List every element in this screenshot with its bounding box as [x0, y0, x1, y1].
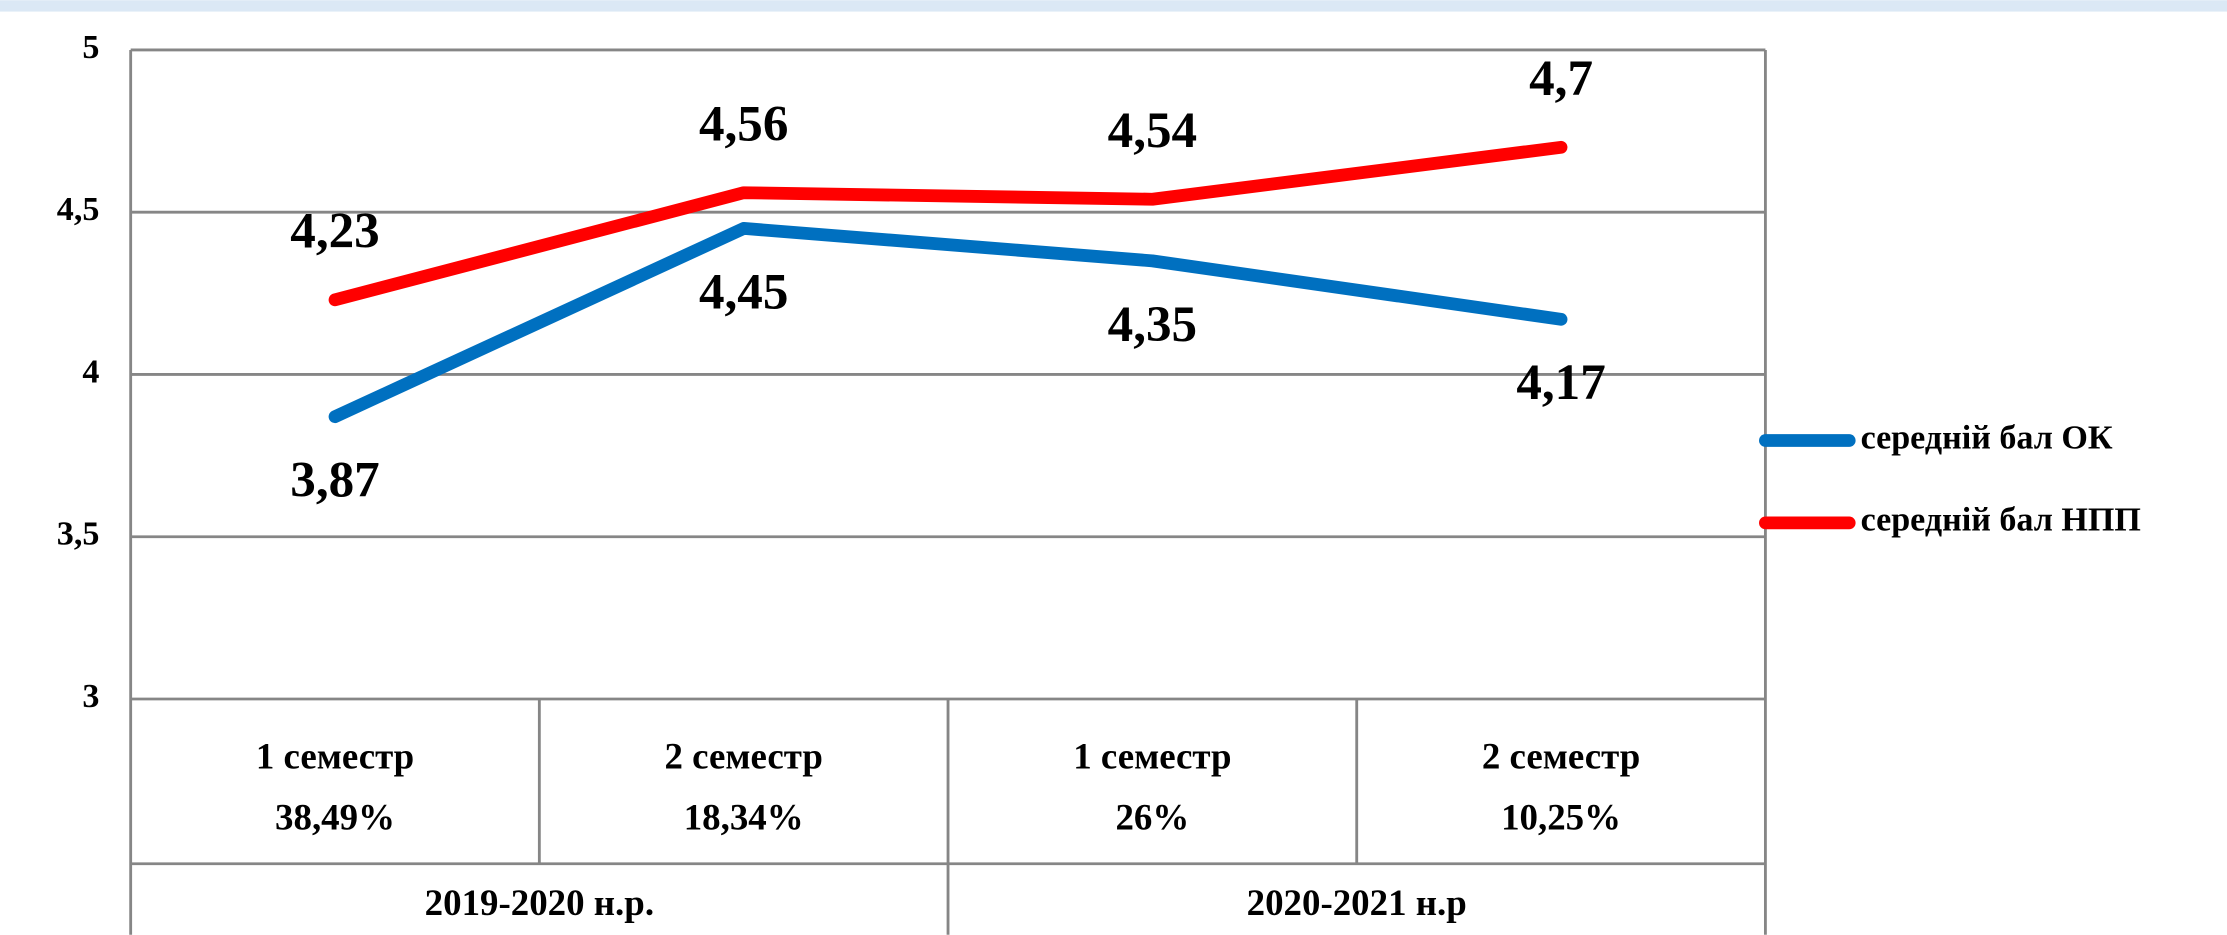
data-label: 4,7 [1529, 50, 1593, 107]
x-tick-label: 38,49% [275, 797, 395, 838]
group-label: 2019-2020 н.р. [425, 882, 654, 923]
x-tick-label: 1 семестр [256, 736, 414, 777]
x-tick-label: 1 семестр [1073, 736, 1231, 777]
data-label: 4,23 [290, 203, 379, 260]
series-line [328, 140, 1568, 307]
legend-label: середній бал НПП [1861, 502, 2141, 539]
x-tick-label: 18,34% [684, 797, 804, 838]
data-label: 3,87 [290, 452, 379, 509]
y-tick-label: 3 [82, 678, 99, 715]
data-label: 4,45 [699, 263, 788, 320]
x-tick-label: 2 семестр [1482, 736, 1640, 777]
y-tick-label: 5 [82, 29, 99, 66]
data-label: 4,35 [1108, 296, 1197, 353]
data-label: 4,56 [699, 96, 788, 153]
y-tick-label: 4,5 [57, 191, 100, 228]
series-line [328, 222, 1568, 424]
x-tick-label: 26% [1115, 797, 1189, 838]
top-strip [0, 0, 2227, 12]
x-tick-label: 2 семестр [665, 736, 823, 777]
legend-label: середній бал ОК [1861, 419, 2113, 456]
x-tick-label: 10,25% [1501, 797, 1621, 838]
y-tick-label: 4 [82, 353, 99, 390]
group-label: 2020-2021 н.р [1247, 882, 1467, 923]
data-label: 4,54 [1108, 102, 1197, 159]
y-tick-label: 3,5 [57, 516, 100, 553]
data-label: 4,17 [1516, 354, 1605, 411]
